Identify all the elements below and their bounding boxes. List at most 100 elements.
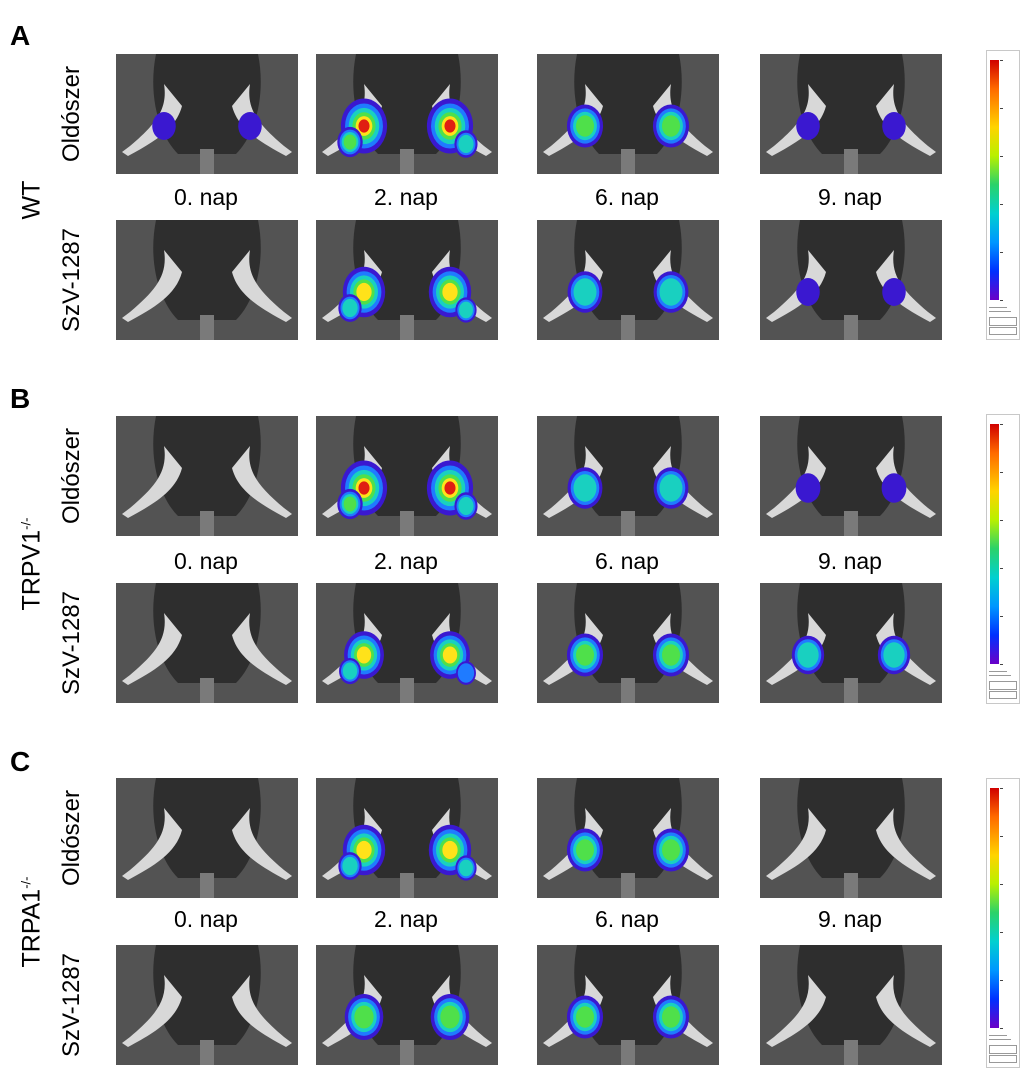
mouse-image xyxy=(316,583,498,703)
mouse-image xyxy=(316,945,498,1065)
left-hind-leg xyxy=(122,613,182,685)
left-hind-leg xyxy=(122,446,182,518)
signal-ring xyxy=(575,644,595,666)
mouse-body xyxy=(797,945,905,1045)
day-label: 0. nap xyxy=(174,184,238,210)
left-hind-leg xyxy=(766,808,826,880)
signal-ring xyxy=(459,301,473,319)
mouse-photo-bottom xyxy=(116,945,298,1065)
signal-ring xyxy=(882,278,906,306)
mouse-photo-bottom xyxy=(316,945,498,1065)
right-hind-leg xyxy=(876,613,936,685)
mouse-photo-bottom xyxy=(537,220,719,340)
tail xyxy=(200,873,214,898)
right-paw-signal-secondary xyxy=(455,855,477,881)
tail xyxy=(400,873,414,898)
tail xyxy=(400,149,414,174)
color-gradient xyxy=(990,788,999,1028)
signal-ring xyxy=(882,112,906,140)
mouse-body xyxy=(797,220,905,320)
scale-tick xyxy=(1000,108,1003,109)
mouse-photo-bottom xyxy=(537,945,719,1065)
left-paw-signal xyxy=(567,271,603,313)
day-label: 6. nap xyxy=(595,548,659,574)
genotype-name: TRPV1 xyxy=(17,529,46,611)
treatment-label-top: Oldószer xyxy=(58,789,85,887)
signal-ring xyxy=(881,473,907,503)
day-label: 2. nap xyxy=(374,184,438,210)
left-paw-signal xyxy=(567,467,603,509)
scale-tick xyxy=(1000,836,1003,837)
tail xyxy=(621,1040,635,1065)
right-hind-leg xyxy=(653,250,713,322)
mouse-photo-top xyxy=(537,416,719,536)
luminescence-scale-bar xyxy=(986,50,1020,340)
mouse-image xyxy=(116,416,298,536)
mouse-body xyxy=(153,778,261,878)
left-paw-signal xyxy=(791,635,825,675)
scale-tick xyxy=(1000,616,1003,617)
day-label: 0. nap xyxy=(174,906,238,932)
mouse-image xyxy=(537,54,719,174)
signal-ring xyxy=(356,646,372,664)
mouse-image xyxy=(537,583,719,703)
treatment-label-bottom: SzV-1287 xyxy=(58,590,85,696)
right-hind-leg xyxy=(653,613,713,685)
left-paw-signal xyxy=(795,473,821,503)
scale-caption-line xyxy=(989,1035,1007,1036)
right-hind-leg xyxy=(232,250,292,322)
left-paw-signal xyxy=(152,112,176,140)
mouse-body xyxy=(153,54,261,154)
tail xyxy=(200,678,214,703)
signal-ring xyxy=(342,298,358,318)
scale-caption-line xyxy=(989,311,1011,312)
signal-ring xyxy=(442,840,458,860)
right-paw-signal-secondary xyxy=(455,297,477,323)
right-hind-leg xyxy=(232,975,292,1047)
tail xyxy=(200,1040,214,1065)
right-paw-signal-secondary xyxy=(454,130,478,158)
left-hind-leg xyxy=(543,446,603,518)
right-hind-leg xyxy=(653,84,713,156)
left-paw-signal-secondary xyxy=(337,126,363,158)
genotype-label: TRPV1-/- xyxy=(17,518,46,611)
right-paw-signal xyxy=(652,995,690,1039)
treatment-label-top: Oldószer xyxy=(58,427,85,525)
signal-ring xyxy=(457,663,475,683)
day-label: 9. nap xyxy=(818,906,882,932)
scale-caption-box xyxy=(989,317,1017,326)
left-hind-leg xyxy=(322,613,382,685)
treatment-label-bottom: SzV-1287 xyxy=(58,227,85,333)
signal-ring xyxy=(797,642,819,668)
mouse-body xyxy=(797,778,905,878)
mouse-photo-top xyxy=(116,416,298,536)
mouse-image xyxy=(116,220,298,340)
mouse-photo-top xyxy=(316,778,498,898)
scale-caption-line xyxy=(989,675,1011,676)
signal-ring xyxy=(883,642,905,668)
tail xyxy=(844,873,858,898)
genotype-name: WT xyxy=(17,180,46,220)
left-hind-leg xyxy=(122,808,182,880)
left-hind-leg xyxy=(766,975,826,1047)
mouse-photo-bottom xyxy=(760,583,942,703)
signal-ring xyxy=(575,839,595,861)
scale-tick xyxy=(1000,424,1003,425)
left-hind-leg xyxy=(122,250,182,322)
tail xyxy=(400,511,414,536)
left-hind-leg xyxy=(766,446,826,518)
left-paw-signal-secondary xyxy=(337,488,363,520)
left-hind-leg xyxy=(543,613,603,685)
mouse-photo-bottom xyxy=(116,583,298,703)
mouse-image xyxy=(316,54,498,174)
left-hind-leg xyxy=(766,250,826,322)
tail xyxy=(844,315,858,340)
treatment-label-top: Oldószer xyxy=(58,65,85,163)
luminescence-scale-bar xyxy=(986,778,1020,1068)
luminescence-scale-bar xyxy=(986,414,1020,704)
tail xyxy=(200,315,214,340)
signal-ring xyxy=(661,644,681,666)
mouse-image xyxy=(760,416,942,536)
day-label: 6. nap xyxy=(595,906,659,932)
right-hind-leg xyxy=(876,975,936,1047)
